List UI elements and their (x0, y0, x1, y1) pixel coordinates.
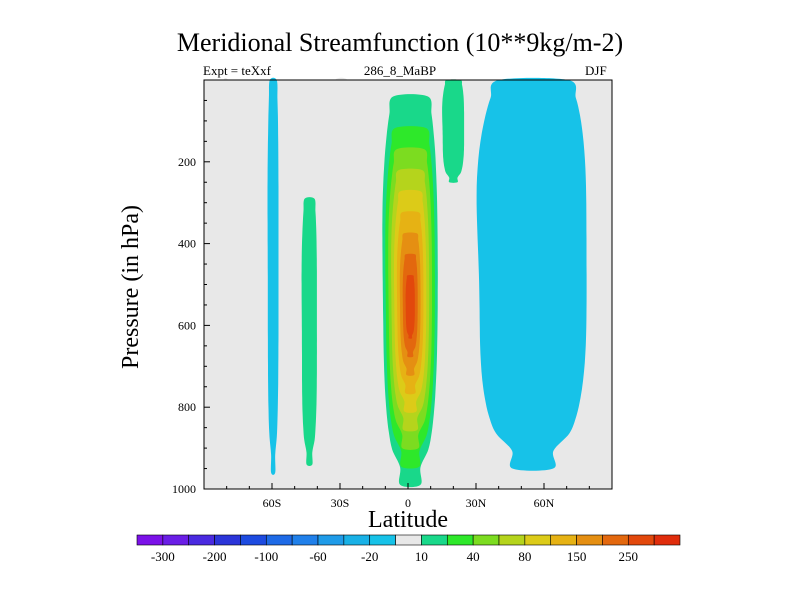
x-tick-label: 30S (331, 496, 350, 510)
contour-northern-cell (476, 77, 587, 471)
colorbar-box (240, 534, 267, 546)
contour-tropical-cell-250 (405, 275, 415, 339)
colorbar-label: -100 (254, 549, 278, 564)
case-label: 286_8_MaBP (363, 63, 437, 78)
colorbar-box (369, 534, 396, 546)
y-axis: 200 400 600 800 1000 (172, 99, 210, 496)
y-axis-title: Pressure (in hPa) (118, 205, 144, 369)
x-tick-label: 60N (534, 496, 555, 510)
colorbar-box (627, 534, 655, 546)
colorbar-box (524, 534, 552, 546)
colorbar-box (291, 534, 319, 546)
season-label: DJF (585, 63, 607, 78)
colorbar-box (472, 534, 500, 546)
y-tick-label: 600 (178, 318, 196, 332)
colorbar-label: -300 (151, 549, 175, 564)
x-tick-label: 60S (263, 496, 282, 510)
contour-southern-cell-60s (267, 77, 279, 475)
y-tick-label: 200 (178, 155, 196, 169)
colorbar: -300 -200 -100 -60 -20 10 40 80 150 250 (136, 534, 681, 564)
colorbar-box (343, 534, 371, 546)
contour-subtropical-n (442, 79, 465, 183)
y-tick-label: 800 (178, 400, 196, 414)
colorbar-box (550, 534, 577, 546)
colorbar-box (421, 534, 448, 546)
x-axis: 60S 30S 0 30N 60N (226, 483, 590, 510)
colorbar-box (214, 534, 241, 546)
colorbar-box (576, 534, 603, 546)
contour-layer (222, 77, 587, 488)
colorbar-label: -20 (361, 549, 378, 564)
colorbar-box (395, 534, 422, 546)
contour-southern-cell-80s (222, 77, 229, 434)
x-tick-label: 0 (405, 496, 411, 510)
colorbar-box (188, 534, 215, 546)
colorbar-label: 10 (415, 549, 428, 564)
contour-positive-cell-45s (301, 197, 317, 466)
colorbar-label: 80 (518, 549, 531, 564)
colorbar-box (265, 534, 293, 546)
colorbar-box (602, 534, 629, 546)
colorbar-label: 40 (467, 549, 480, 564)
colorbar-label: -60 (309, 549, 326, 564)
colorbar-box (317, 534, 345, 546)
colorbar-label: -200 (203, 549, 227, 564)
colorbar-box (162, 534, 190, 546)
y-tick-label: 400 (178, 237, 196, 251)
colorbar-box (653, 534, 681, 546)
colorbar-box (498, 534, 526, 546)
experiment-label: Expt = teXxf (203, 63, 271, 78)
colorbar-box (446, 534, 474, 546)
colorbar-label: 150 (567, 549, 587, 564)
colorbar-box (136, 534, 164, 546)
x-axis-title: Latitude (368, 507, 448, 533)
x-tick-label: 30N (466, 496, 487, 510)
contour-southern-cell-30s (331, 77, 351, 475)
y-tick-label: 1000 (172, 482, 196, 496)
chart-title: Meridional Streamfunction (10**9kg/m-2) (176, 28, 624, 57)
colorbar-label: 250 (619, 549, 639, 564)
